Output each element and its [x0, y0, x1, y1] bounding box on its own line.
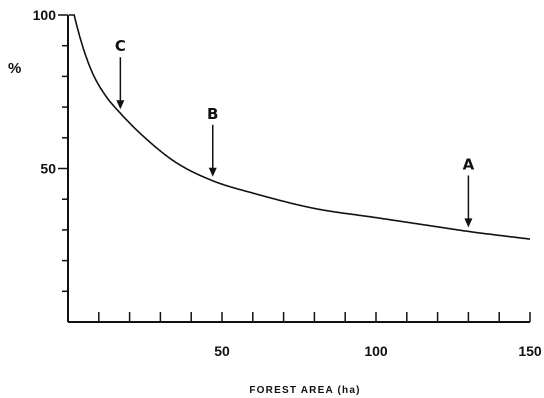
annotation-label: B: [207, 105, 218, 123]
tick-labels: 50 100 150 50 100: [33, 7, 542, 359]
annotations: C B A: [115, 37, 475, 228]
annotation-arrow-head: [116, 100, 125, 110]
annotation-arrow-head: [208, 167, 217, 177]
y-tick-label: 100: [33, 7, 57, 23]
annotation-label: A: [463, 155, 475, 173]
y-tick-label: 50: [40, 161, 56, 177]
annotation-arrow-head: [464, 218, 473, 228]
ticks: [58, 14, 531, 322]
annotation-label: C: [115, 37, 126, 55]
axes: [67, 15, 530, 323]
series-line: [68, 14, 531, 240]
x-tick-label: 50: [214, 343, 230, 359]
annotation-b: B: [207, 105, 218, 177]
x-tick-label: 100: [364, 343, 388, 359]
x-tick-label: 150: [518, 343, 542, 359]
annotation-a: A: [463, 155, 475, 228]
annotation-c: C: [115, 37, 126, 110]
y-axis-label: %: [8, 60, 21, 77]
x-axis-label: FOREST AREA (ha): [249, 385, 360, 396]
